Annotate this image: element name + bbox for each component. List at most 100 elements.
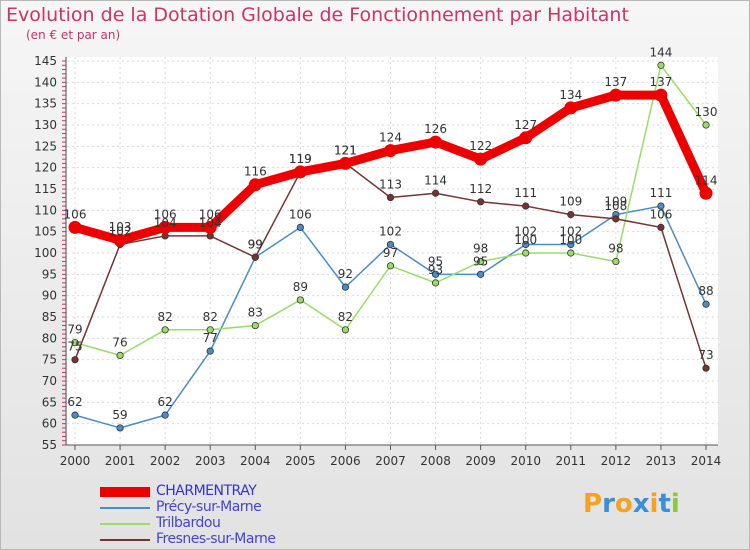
data-label: 97 bbox=[383, 246, 398, 260]
data-label: 106 bbox=[154, 207, 177, 221]
series bbox=[68, 61, 713, 432]
y-tick-label: 135 bbox=[34, 97, 57, 111]
data-point bbox=[522, 249, 530, 257]
data-point bbox=[296, 223, 304, 231]
data-point bbox=[206, 347, 214, 355]
x-tick-label: 2002 bbox=[150, 454, 181, 468]
data-label: 102 bbox=[379, 224, 402, 238]
data-label: 119 bbox=[289, 152, 312, 166]
data-point bbox=[161, 326, 169, 334]
data-label: 73 bbox=[698, 348, 713, 362]
data-label: 109 bbox=[604, 195, 627, 209]
logo-letter: r bbox=[602, 489, 615, 519]
y-tick-label: 85 bbox=[42, 310, 57, 324]
legend-swatch bbox=[100, 507, 150, 509]
data-label: 59 bbox=[112, 408, 127, 422]
data-label: 62 bbox=[158, 395, 173, 409]
data-label: 111 bbox=[649, 186, 672, 200]
data-point bbox=[431, 189, 440, 197]
data-label: 108 bbox=[604, 199, 627, 213]
data-point bbox=[113, 233, 127, 247]
y-tick-label: 130 bbox=[34, 118, 57, 132]
data-point bbox=[657, 223, 665, 231]
data-label: 121 bbox=[334, 143, 357, 157]
x-tick-label: 2003 bbox=[195, 454, 226, 468]
y-tick-label: 145 bbox=[34, 54, 57, 68]
data-point bbox=[564, 101, 578, 115]
data-labels: 106 103 106 106 116 119 121 124 126 122 127 134 137 1… bbox=[64, 45, 718, 422]
data-label: 82 bbox=[203, 310, 218, 324]
data-point bbox=[609, 88, 623, 102]
x-tick-label: 2007 bbox=[375, 454, 406, 468]
axes: 55 60 65 70 75 80 85 90 95 100 105 110 115 120 125 130 1… bbox=[34, 54, 721, 468]
x-tick-label: 2005 bbox=[285, 454, 316, 468]
data-point bbox=[567, 249, 575, 257]
data-label: 134 bbox=[559, 88, 582, 102]
data-label: 98 bbox=[473, 242, 488, 256]
data-point bbox=[251, 321, 259, 330]
y-tick-label: 95 bbox=[42, 267, 57, 281]
y-tick-label: 125 bbox=[34, 139, 57, 153]
logo-letter: t bbox=[658, 489, 671, 519]
x-tick-label: 2001 bbox=[105, 454, 136, 468]
data-point bbox=[386, 240, 395, 249]
y-tick-label: 100 bbox=[34, 246, 57, 260]
data-point bbox=[206, 326, 214, 334]
data-point bbox=[386, 262, 395, 270]
data-point bbox=[203, 220, 217, 234]
data-point bbox=[431, 279, 440, 287]
data-label: 95 bbox=[428, 254, 443, 268]
data-point bbox=[296, 296, 304, 304]
data-label: 75 bbox=[67, 340, 82, 354]
data-label: 102 bbox=[514, 224, 537, 238]
x-tick-label: 2011 bbox=[556, 454, 587, 468]
data-point bbox=[161, 411, 169, 419]
data-label: 99 bbox=[248, 237, 263, 251]
data-label: 62 bbox=[67, 395, 82, 409]
data-label: 122 bbox=[469, 139, 492, 153]
data-label: 124 bbox=[379, 131, 402, 145]
data-point bbox=[702, 300, 710, 308]
data-point bbox=[522, 202, 530, 210]
y-tick-label: 80 bbox=[42, 331, 57, 345]
data-point bbox=[702, 121, 710, 129]
data-label: 104 bbox=[199, 216, 222, 230]
data-label: 83 bbox=[248, 306, 263, 320]
data-point bbox=[657, 202, 665, 210]
data-label: 106 bbox=[289, 207, 312, 221]
data-point bbox=[474, 152, 488, 166]
data-point bbox=[71, 411, 79, 419]
data-label: 82 bbox=[338, 310, 353, 324]
y-tick-label: 120 bbox=[34, 161, 57, 175]
data-label: 119 bbox=[289, 152, 312, 166]
data-point bbox=[71, 338, 79, 347]
data-point bbox=[158, 220, 172, 234]
data-label: 144 bbox=[649, 45, 672, 59]
legend-label: Précy-sur-Marne bbox=[156, 499, 262, 515]
data-point bbox=[612, 215, 620, 223]
data-label: 126 bbox=[424, 122, 447, 136]
y-tick-label: 75 bbox=[42, 353, 57, 367]
x-tick-label: 2008 bbox=[420, 454, 451, 468]
y-tick-label: 115 bbox=[34, 182, 57, 196]
data-point bbox=[567, 240, 575, 249]
data-point bbox=[699, 186, 713, 200]
proxiti-logo: Proxiti bbox=[583, 489, 680, 519]
data-point bbox=[477, 270, 485, 278]
data-point bbox=[338, 156, 352, 170]
data-point bbox=[612, 257, 620, 266]
data-label: 88 bbox=[698, 284, 713, 298]
logo-letter: P bbox=[583, 489, 603, 519]
data-point bbox=[567, 211, 575, 219]
data-label: 77 bbox=[203, 331, 218, 345]
data-point bbox=[654, 88, 668, 102]
data-point bbox=[116, 424, 124, 432]
data-point bbox=[71, 356, 79, 364]
logo-letter: o bbox=[614, 489, 633, 519]
data-label: 130 bbox=[695, 105, 718, 119]
x-tick-label: 2013 bbox=[646, 454, 677, 468]
x-tick-label: 2004 bbox=[240, 454, 271, 468]
data-label: 106 bbox=[199, 207, 222, 221]
legend-label: Trilbardou bbox=[156, 515, 221, 531]
